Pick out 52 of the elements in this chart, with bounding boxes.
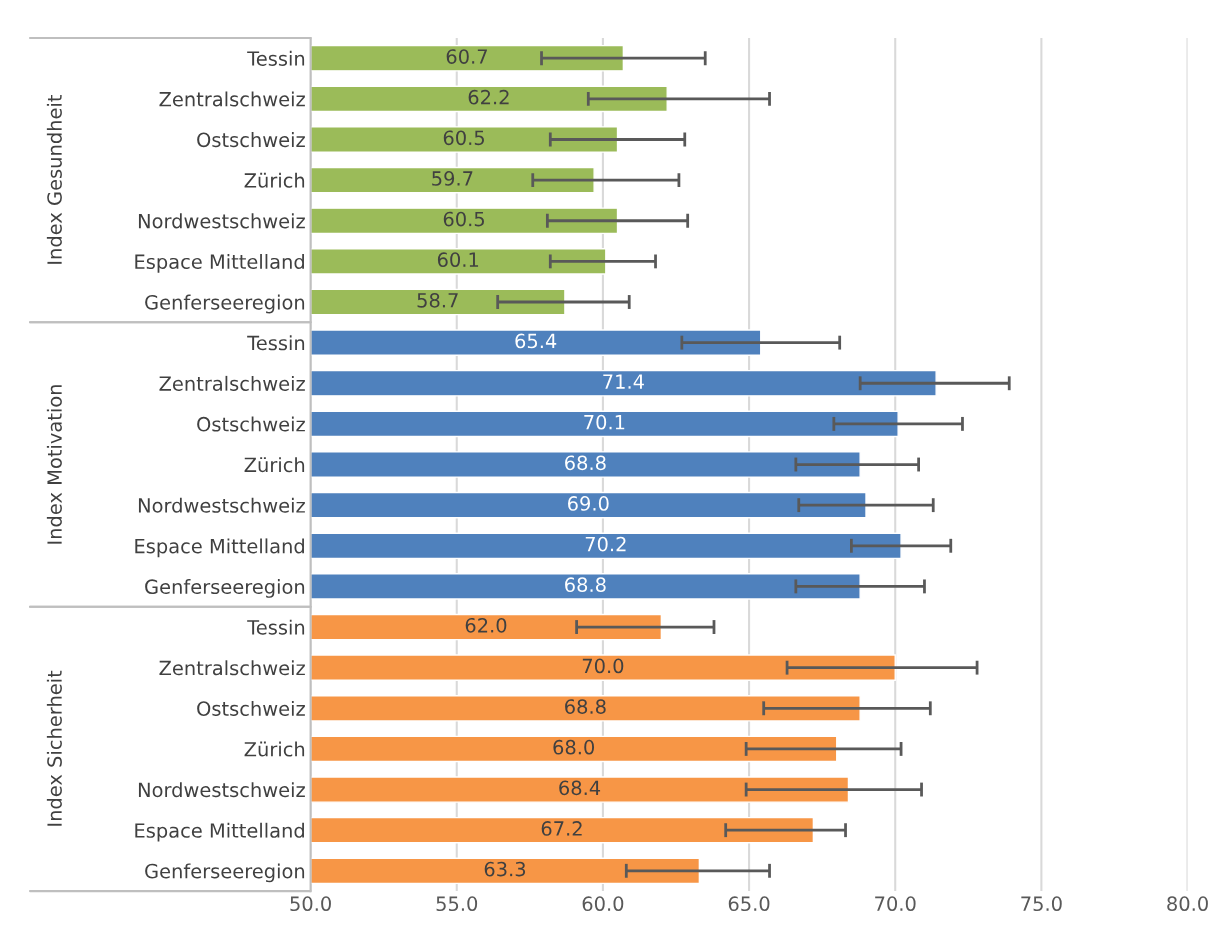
data-label: 60.5 [443, 130, 485, 146]
x-tick-label: 75.0 [1021, 896, 1062, 912]
x-tick-label: 55.0 [436, 896, 478, 912]
y-tick-label: Ostschweiz [197, 700, 305, 716]
data-label: 59.7 [432, 171, 473, 186]
data-label: 60.1 [437, 252, 479, 268]
y-tick-label: Nordwestschweiz [138, 497, 305, 513]
data-label: 70.2 [585, 536, 626, 552]
data-label: 68.4 [559, 780, 601, 796]
y-tick-label: Tessin [247, 619, 305, 635]
y-tick-label: Zentralschweiz [159, 375, 305, 391]
y-tick-label: Zentralschweiz [159, 660, 305, 676]
y-tick-label: Ostschweiz [197, 416, 305, 432]
data-label: 67.2 [541, 821, 582, 836]
data-label: 65.4 [515, 333, 557, 349]
x-tick-label: 80.0 [1167, 896, 1208, 912]
text: Index Gesundheit [46, 95, 62, 264]
data-label: 70.0 [582, 658, 624, 674]
x-tick-label: 50.0 [290, 896, 331, 912]
text: Index Motivation [46, 385, 62, 544]
y-tick-label: Zürich [244, 741, 305, 757]
data-label: 68.0 [553, 739, 595, 755]
y-tick-label: Ostschweiz [197, 132, 305, 148]
data-label: 68.8 [565, 699, 606, 714]
y-tick-label: Genferseeregion [145, 863, 305, 883]
data-label: 71.4 [603, 374, 644, 389]
x-tick-label: 65.0 [728, 896, 770, 912]
x-tick-label: 60.0 [582, 896, 624, 912]
data-label: 68.8 [565, 455, 606, 471]
y-tick-label: Zentralschweiz [159, 91, 305, 107]
data-label: 62.2 [468, 89, 509, 105]
y-tick-label: Tessin [247, 50, 305, 66]
y-tick-label: Espace Mittelland [135, 538, 304, 558]
y-tick-label: Nordwestschweiz [138, 782, 305, 798]
data-label: 69.0 [568, 496, 609, 511]
y-tick-label: Nordwestschweiz [138, 213, 305, 229]
data-label: 68.8 [565, 577, 606, 593]
y-tick-label: Genferseeregion [145, 579, 305, 598]
y-tick-label: Genferseeregion [145, 294, 305, 314]
x-tick-label: 70.0 [875, 896, 916, 912]
data-label: 62.0 [465, 617, 507, 633]
data-label: 58.7 [417, 292, 458, 308]
y-tick-label: Espace Mittelland [135, 253, 304, 273]
data-label: 70.1 [584, 414, 625, 430]
y-tick-label: Zürich [244, 457, 305, 473]
y-tick-label: Espace Mittelland [135, 822, 304, 842]
data-label: 63.3 [484, 861, 526, 877]
text: Index Sicherheit [46, 670, 62, 826]
data-label: 60.5 [443, 211, 485, 227]
y-tick-label: Zürich [244, 172, 305, 188]
y-tick-label: Tessin [247, 335, 305, 351]
data-label: 60.7 [446, 49, 487, 64]
